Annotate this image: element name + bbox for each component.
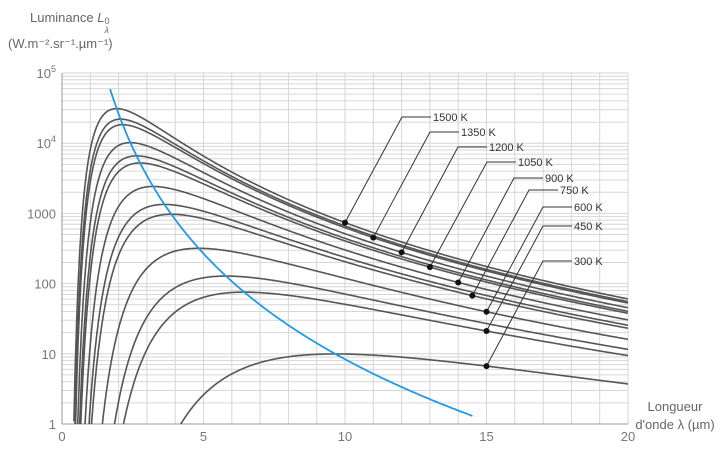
y-axis-symbol-sub: λ xyxy=(104,25,109,35)
x-tick-label: 20 xyxy=(621,429,635,444)
curve-500k xyxy=(113,275,628,424)
x-tick-label: 15 xyxy=(479,429,493,444)
curve-label-300k: 300 K xyxy=(574,256,603,268)
curve-1500k xyxy=(73,107,628,422)
curve-label-900k: 900 K xyxy=(545,173,574,185)
leader-line-300k xyxy=(486,260,572,367)
leader-line-900k xyxy=(457,177,543,283)
curve-label-1200k: 1200 K xyxy=(489,142,525,154)
y-tick-label: 10 xyxy=(42,347,56,362)
marker-dot-600k xyxy=(483,308,490,315)
curve-900k xyxy=(84,185,628,424)
curve-800k xyxy=(88,203,628,424)
curve-300k xyxy=(179,353,628,424)
curve-750k xyxy=(90,213,628,424)
marker-dot-750k xyxy=(469,292,476,299)
y-tick-label: 104 xyxy=(37,134,56,151)
marker-dot-1500k xyxy=(342,219,348,226)
curve-600k xyxy=(101,247,628,424)
x-axis-label-line2: d'onde λ (µm) xyxy=(635,417,715,432)
curve-label-450k: 450 K xyxy=(574,221,603,233)
y-axis-symbol: L xyxy=(97,10,105,25)
curve-1200k xyxy=(76,141,628,424)
leader-line-750k xyxy=(471,189,558,296)
curve-1050k xyxy=(79,162,628,424)
marker-dot-450k xyxy=(483,328,490,335)
curve-label-1500k: 1500 K xyxy=(433,112,469,124)
curve-label-1050k: 1050 K xyxy=(518,157,554,169)
y-tick-label: 1000 xyxy=(27,206,56,221)
x-tick-label: 0 xyxy=(58,429,65,444)
leader-line-600k xyxy=(486,206,572,312)
y-tick-label: 100 xyxy=(34,277,56,292)
curve-1100k xyxy=(78,155,628,424)
marker-dot-300k xyxy=(483,363,490,370)
y-tick-label: 105 xyxy=(37,64,56,81)
marker-dot-1050k xyxy=(426,264,433,271)
curve-label-600k: 600 K xyxy=(574,202,603,214)
y-axis-symbol-sup: 0 xyxy=(104,16,110,26)
curve-label-750k: 750 K xyxy=(560,185,589,197)
leader-line-1200k xyxy=(401,146,487,253)
marker-dot-1200k xyxy=(398,249,405,256)
curve-1400k xyxy=(74,118,628,424)
curve-450k xyxy=(122,291,628,424)
leader-line-1350k xyxy=(372,131,459,238)
marker-dot-1350k xyxy=(370,234,377,241)
y-axis-units: (W.m⁻².sr⁻¹.µm⁻¹) xyxy=(8,36,113,51)
leader-line-1050k xyxy=(429,161,516,268)
leader-line-1500k xyxy=(344,116,431,223)
y-axis-label-text: Luminance xyxy=(30,10,94,25)
x-tick-label: 10 xyxy=(338,429,352,444)
x-tick-label: 5 xyxy=(200,429,207,444)
y-tick-label: 1 xyxy=(49,417,56,432)
x-axis-label: Longueur d'onde λ (µm) xyxy=(630,399,720,432)
curve-1350k xyxy=(74,123,628,424)
curve-label-1350k: 1350 K xyxy=(461,127,497,139)
x-axis-label-line1: Longueur xyxy=(647,399,703,414)
leader-line-450k xyxy=(486,225,572,332)
marker-dot-900k xyxy=(455,279,462,286)
wien-locus-curve xyxy=(109,88,473,417)
